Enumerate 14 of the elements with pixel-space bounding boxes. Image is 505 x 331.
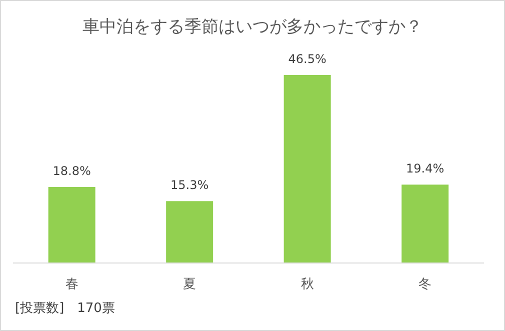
x-tick-label: 秋 [300,277,314,292]
data-label: 19.4% [406,162,444,176]
x-tick-label: 春 [65,277,78,292]
x-tick-label: 夏 [183,277,196,292]
bar [166,201,214,263]
data-label: 15.3% [170,178,209,192]
bar [402,184,449,263]
chart-title: 車中泊をする季節はいつが多かったですか？ [82,16,424,38]
text: [投票数] 170票 [15,300,115,317]
bar [48,186,96,263]
data-label: 18.8% [52,164,91,178]
bar [284,75,331,263]
x-tick-label: 冬 [418,277,432,292]
data-label: 46.5% [288,52,326,66]
